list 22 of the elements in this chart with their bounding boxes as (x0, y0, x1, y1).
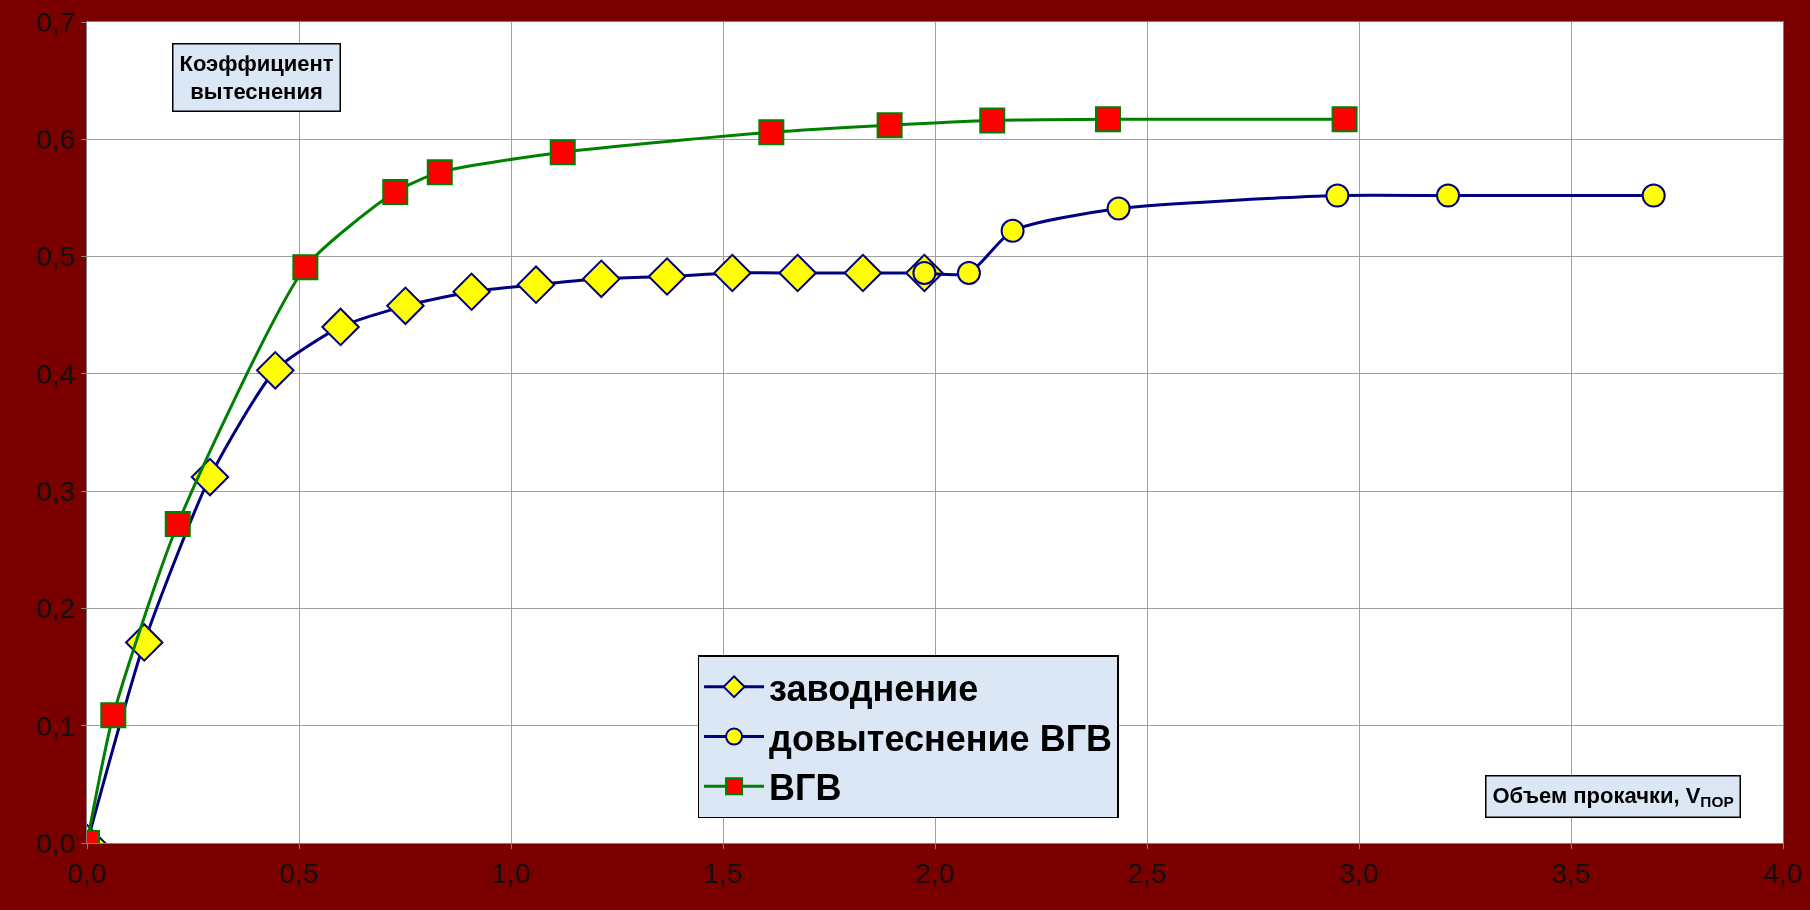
x-tick-label: 0,0 (67, 857, 107, 889)
y-tick-label: 0,4 (36, 358, 76, 390)
legend-label: ВГВ (769, 767, 842, 809)
x-tick-label: 4,0 (1763, 857, 1803, 889)
x-axis-title: Объем прокачки, V$_{ПОР}$ (1492, 782, 1734, 811)
y-tick-label: 0,0 (36, 827, 76, 859)
x-tick-label: 0,5 (279, 857, 319, 889)
y-tick-label: 0,2 (36, 593, 76, 625)
y-axis-title: Коэффициент вытеснения (179, 50, 334, 105)
y-tick-label: 0,7 (36, 6, 76, 38)
x-tick-label: 3,5 (1551, 857, 1591, 889)
legend-label: довытеснение ВГВ (769, 717, 1113, 759)
y-tick-label: 0,5 (36, 241, 76, 273)
y-tick-label: 0,3 (36, 475, 76, 507)
legend-label: заводнение (769, 667, 979, 709)
x-tick-label: 3,0 (1339, 857, 1379, 889)
x-tick-label: 1,5 (703, 857, 743, 889)
y-tick-label: 0,1 (36, 710, 76, 742)
x-tick-label: 1,0 (491, 857, 531, 889)
x-tick-label: 2,5 (1127, 857, 1167, 889)
x-tick-label: 2,0 (915, 857, 955, 889)
y-tick-label: 0,6 (36, 124, 76, 156)
